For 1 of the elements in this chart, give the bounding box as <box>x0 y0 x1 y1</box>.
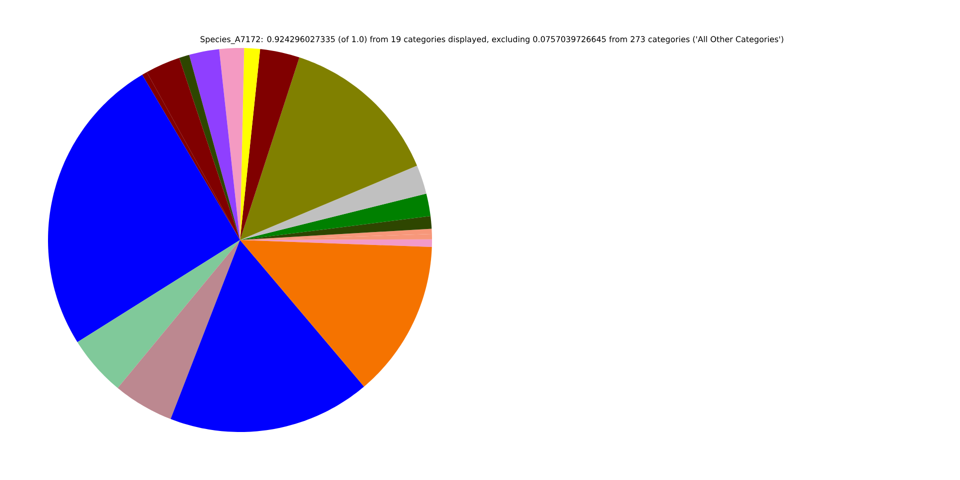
text: Species_A7172: 0.924296027335 (of 1.0) from 19 categories displayed, excluding 0.0757039726645 from 273 categories ('All Other Categories') <box>200 36 784 44</box>
